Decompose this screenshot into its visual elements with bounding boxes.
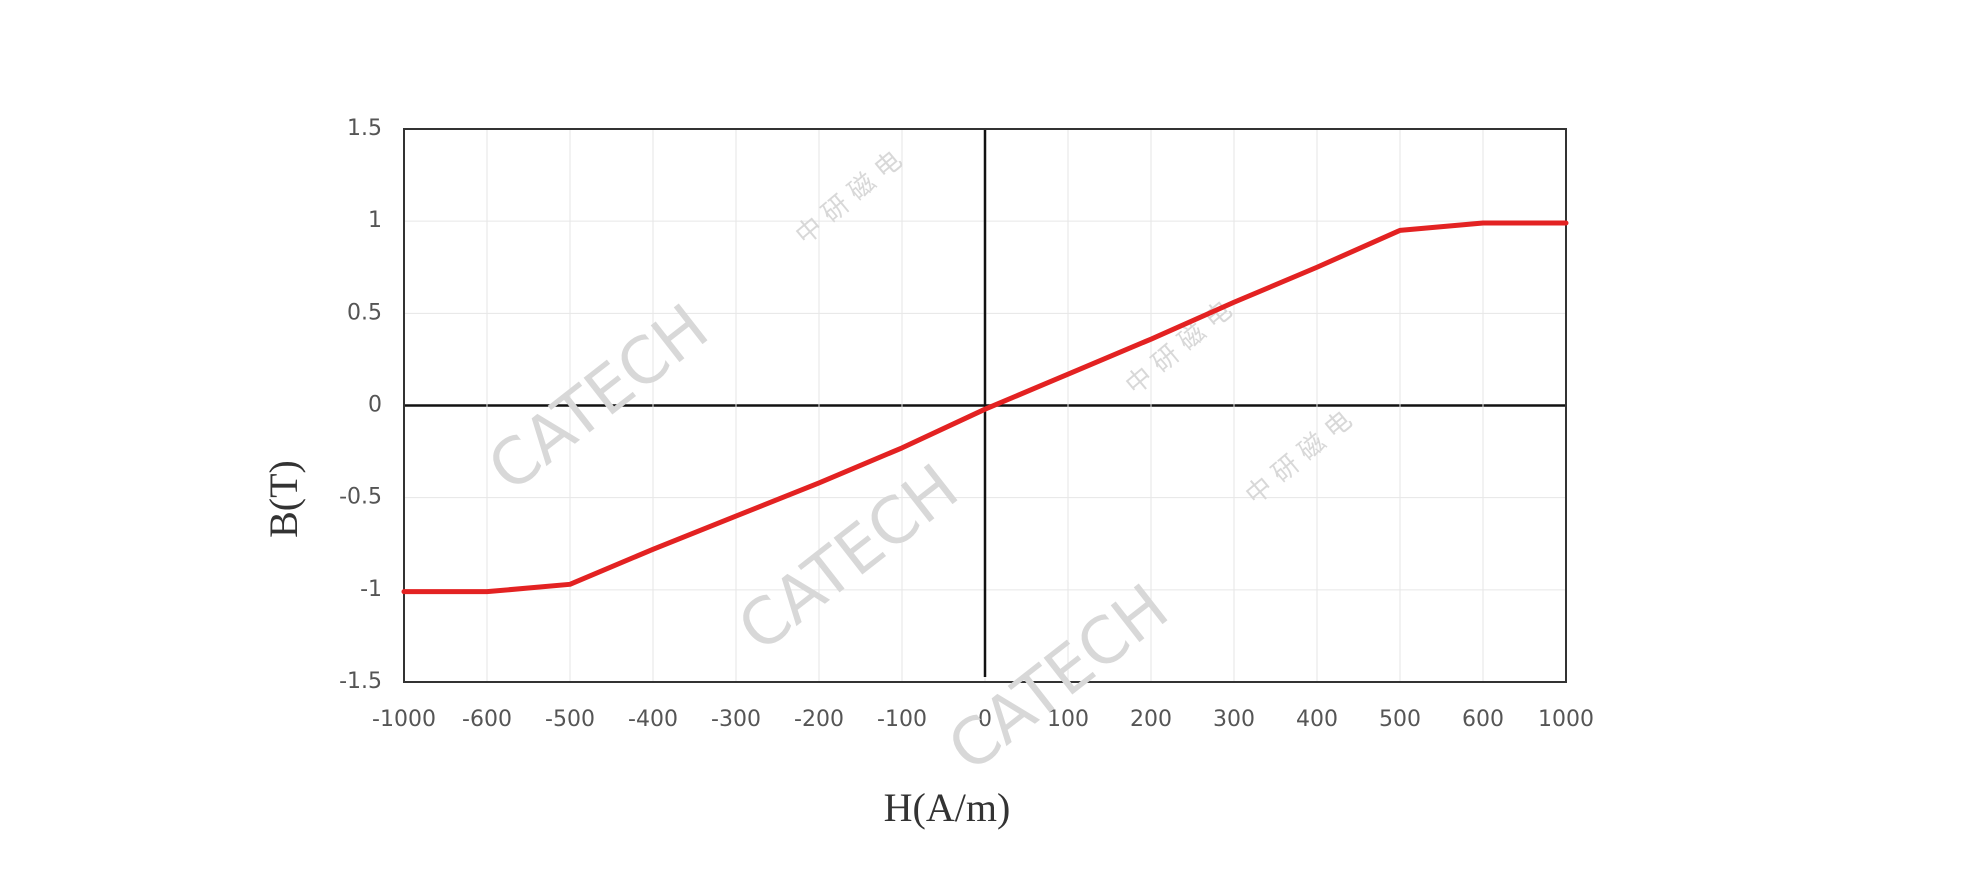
y-tick-label: -0.5 [339,485,382,510]
y-tick-label: 1.5 [347,116,382,141]
x-tick-label: -500 [545,707,595,732]
watermark: 中 研 磁 电 [1240,405,1358,511]
x-tick-label: -100 [877,707,927,732]
y-tick-label: 1 [368,208,382,233]
x-tick-label: 100 [1047,707,1089,732]
x-tick-label: 0 [978,707,992,732]
x-tick-label: -1000 [372,707,436,732]
x-tick-label: -200 [794,707,844,732]
x-tick-label: 300 [1213,707,1255,732]
x-tick-label: 500 [1379,707,1421,732]
watermark: CATECH [935,571,1182,787]
x-tick-label: 600 [1462,707,1504,732]
data-line [401,220,1569,595]
watermark: CATECH [725,451,972,667]
x-tick-label: 200 [1130,707,1172,732]
x-tick-label: 400 [1296,707,1338,732]
y-tick-label: -1 [360,577,382,602]
plot-frame [403,128,1567,683]
y-tick-label: 0.5 [347,300,382,325]
y-tick-label: 0 [368,393,382,418]
watermark: 中 研 磁 电 [1120,295,1238,401]
x-tick-label: 1000 [1538,707,1594,732]
watermark: 中 研 磁 电 [790,145,908,251]
x-axis-title: H(A/m) [884,785,1011,830]
x-tick-label: -300 [711,707,761,732]
x-tick-label: -600 [462,707,512,732]
x-tick-label: -400 [628,707,678,732]
y-axis-title: B(T) [261,460,306,538]
watermark: CATECH [475,291,722,507]
y-tick-label: -1.5 [339,669,382,694]
